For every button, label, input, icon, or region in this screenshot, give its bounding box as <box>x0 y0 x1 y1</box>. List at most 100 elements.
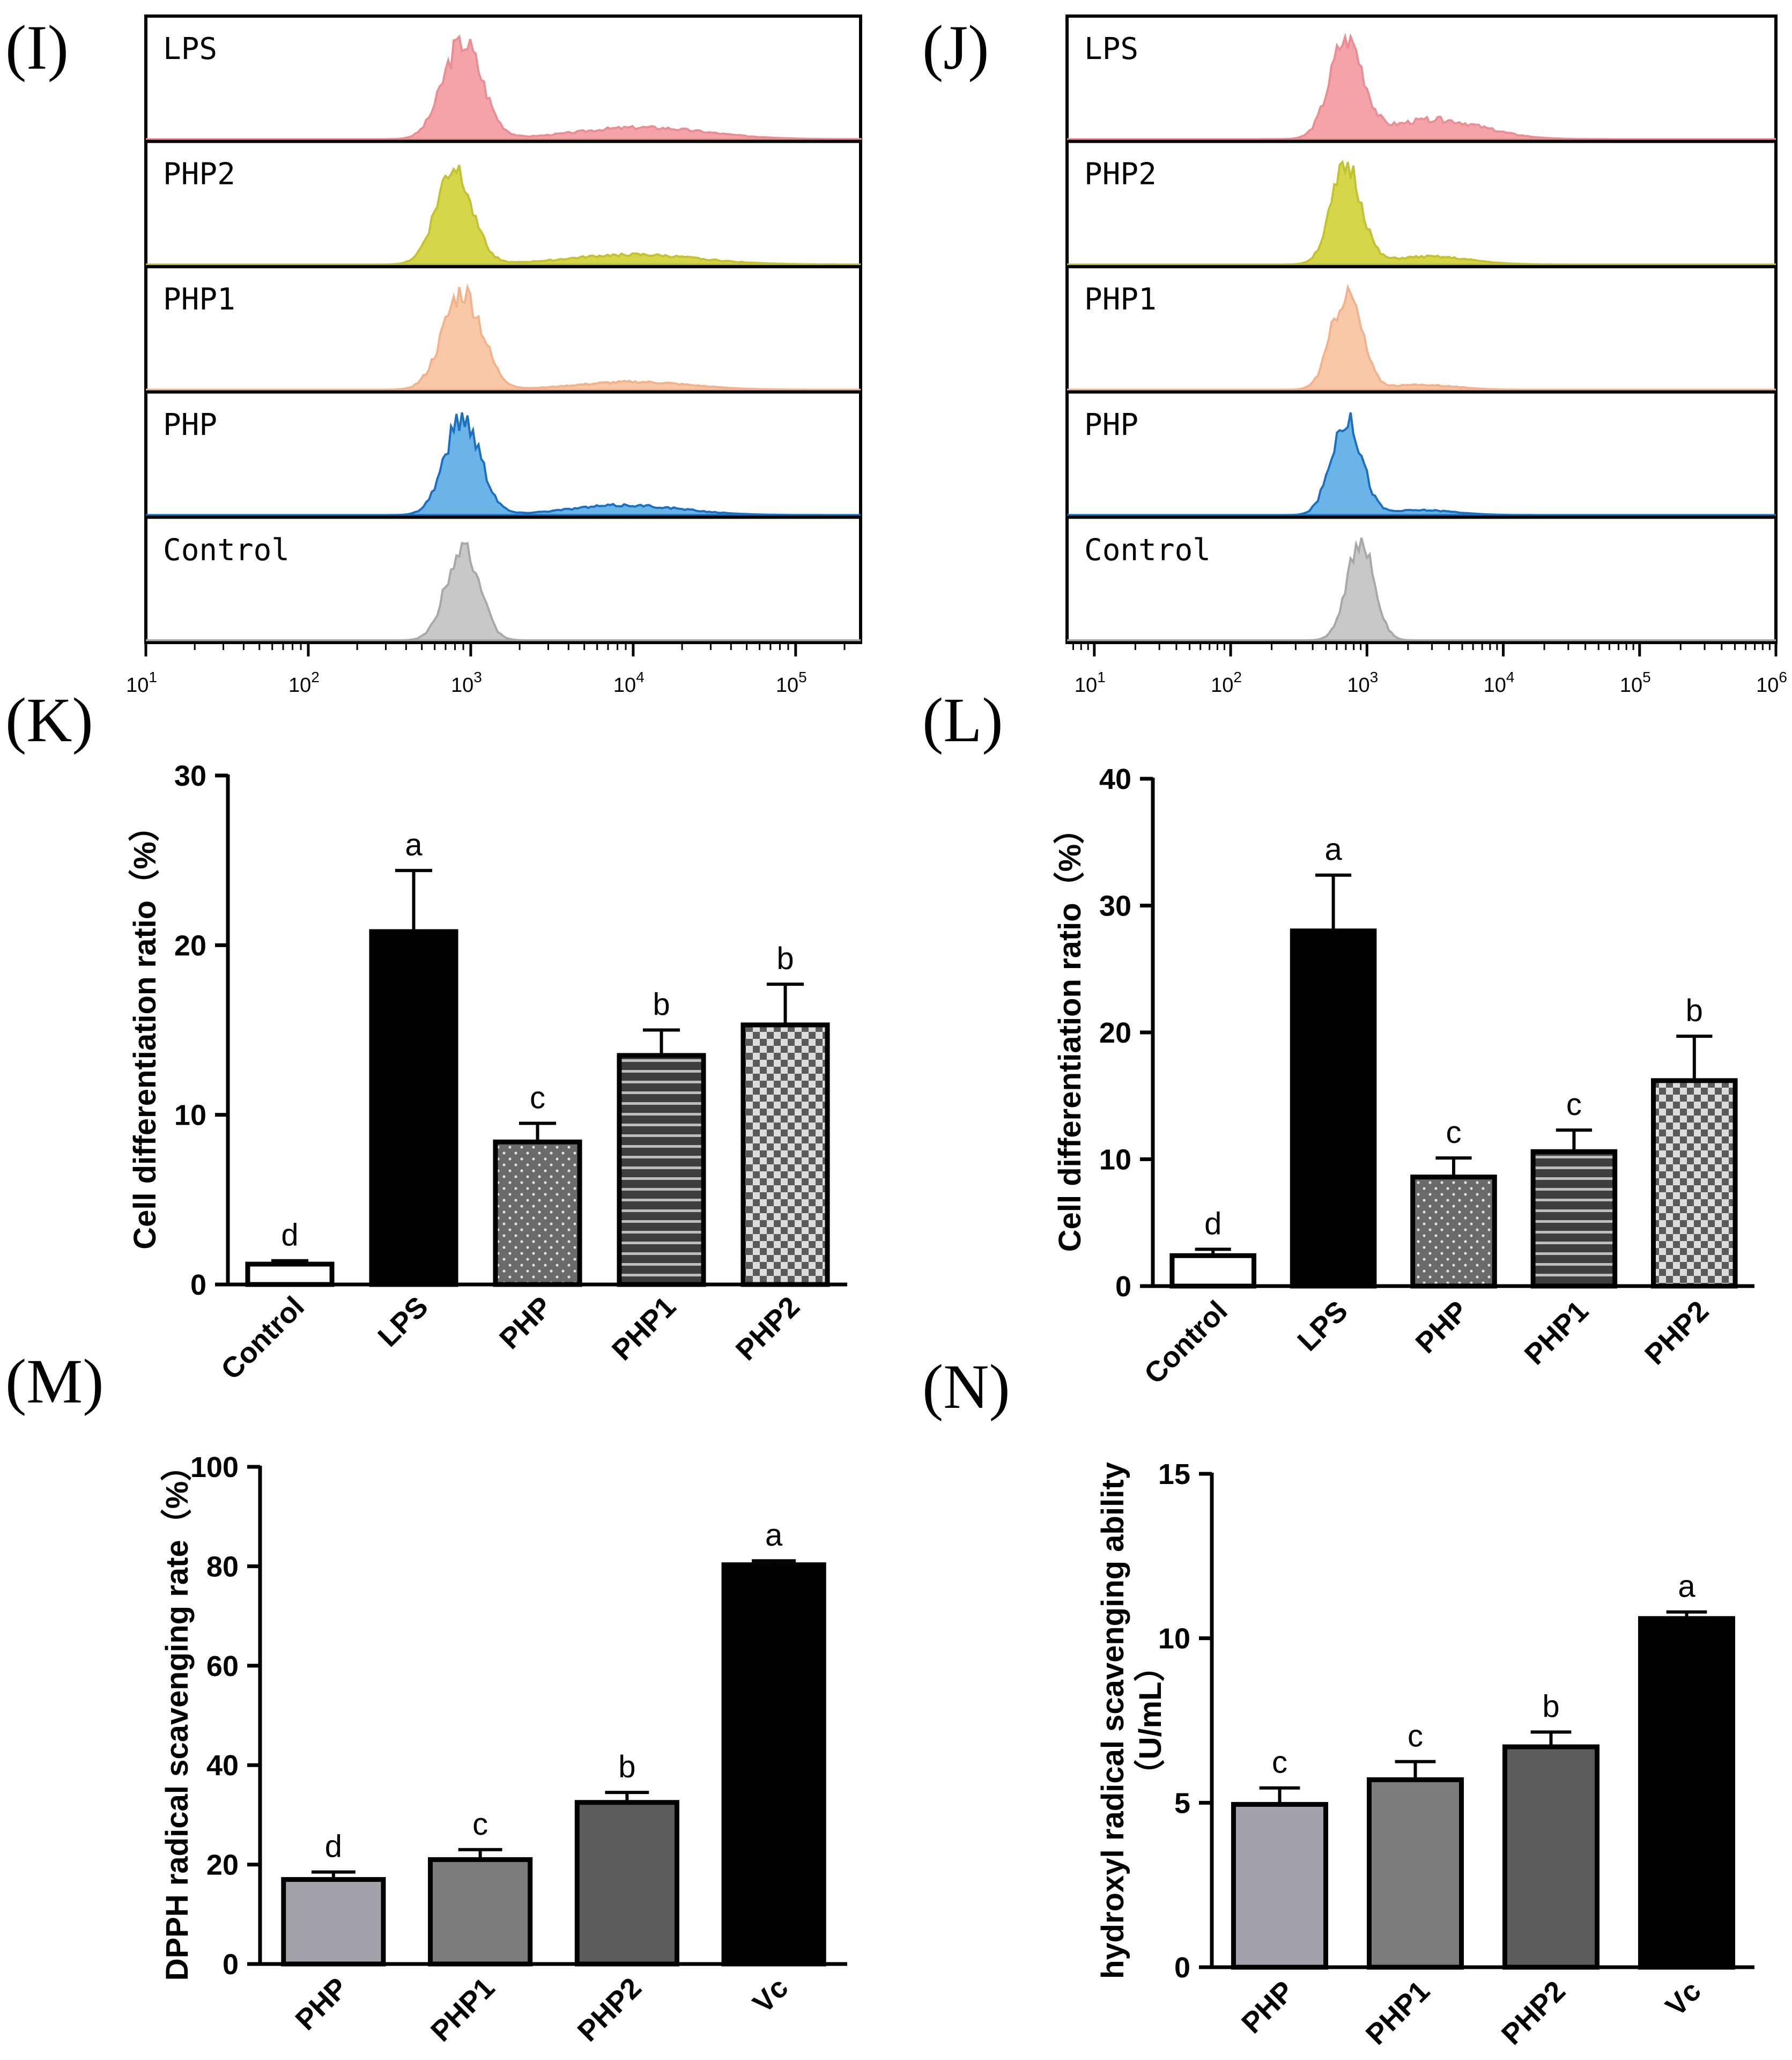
x-category-label: PHP2 <box>572 1972 648 2048</box>
x-category-label: PHP2 <box>730 1290 806 1367</box>
x-category-label: PHP <box>493 1290 558 1355</box>
y-tick-label: 10 <box>1099 1144 1131 1176</box>
x-tick-label: 103 <box>1347 669 1378 697</box>
x-category-label: PHP2 <box>1639 1295 1715 1371</box>
panel-l: (L) 0 10 20 30 40 Cell differentiation ratio（%… <box>922 685 1754 1390</box>
bar-group-php: c PHP <box>493 1080 582 1355</box>
bar <box>1290 928 1377 1289</box>
x-tick-label: 102 <box>288 669 320 697</box>
histogram-curve <box>1067 284 1776 391</box>
histogram-curve <box>146 412 861 516</box>
bar <box>493 1139 582 1287</box>
y-axis-label: hydroxyl radical scavenging ability <box>1095 1462 1130 1979</box>
histogram-x-axis: 101 102 103 104 105 <box>126 641 861 697</box>
y-tick-label: 0 <box>223 1948 239 1981</box>
panel-label: (I) <box>5 12 69 83</box>
bar-group-control: d Control <box>1138 1206 1256 1390</box>
bar <box>721 1562 826 1967</box>
significance-letter: d <box>325 1829 342 1864</box>
panel-label: (K) <box>5 685 93 755</box>
bar <box>741 1022 830 1287</box>
y-axis-label-unit: （U/mL） <box>1133 1650 1168 1790</box>
x-category-label: Control <box>1138 1295 1234 1390</box>
x-category-label: PHP1 <box>425 1972 501 2048</box>
histogram-curve <box>1067 159 1776 266</box>
bar-group-lps: a LPS <box>1290 832 1377 1357</box>
histogram-label: LPS <box>1084 32 1138 67</box>
histogram-frame <box>1065 139 1778 269</box>
panel-n: (N) 0 5 10 15 hydroxyl radical scavenging abi… <box>922 1352 1754 2051</box>
x-category-label: Control <box>215 1290 310 1386</box>
bar <box>1638 1616 1736 1970</box>
panel-label: (N) <box>922 1352 1010 1422</box>
histogram-frame <box>144 265 862 394</box>
significance-letter: b <box>618 1749 635 1784</box>
bar <box>617 1053 706 1287</box>
significance-letter: b <box>653 987 670 1022</box>
significance-letter: a <box>1678 1569 1695 1604</box>
histogram-label: PHP <box>1084 408 1138 442</box>
significance-letter: b <box>1542 1689 1559 1724</box>
x-category-label: LPS <box>372 1290 434 1353</box>
x-category-label: PHP1 <box>1519 1295 1595 1371</box>
y-tick-label: 100 <box>190 1451 239 1483</box>
y-tick-label: 80 <box>206 1550 239 1583</box>
histogram-curve <box>1067 537 1776 641</box>
x-tick-label: 104 <box>1484 669 1515 697</box>
significance-letter: c <box>472 1807 488 1842</box>
y-tick-label: 60 <box>206 1650 239 1682</box>
significance-letter: b <box>776 941 794 976</box>
x-category-label: PHP1 <box>606 1290 682 1367</box>
histogram-x-axis: 101 102 103 104 105 106 <box>1067 641 1787 697</box>
bar-group-php1: b PHP1 <box>606 987 706 1367</box>
y-tick-label: 15 <box>1158 1458 1190 1490</box>
bar-group-php2: b PHP2 <box>1495 1689 1600 2051</box>
histogram-frame <box>1065 515 1778 645</box>
x-category-label: Vc <box>1660 1975 1707 2022</box>
histogram-row-lps: LPS <box>1065 14 1778 143</box>
bar <box>1169 1253 1256 1289</box>
bar-group-php1: c PHP1 <box>1519 1087 1618 1371</box>
y-tick-label: 30 <box>174 760 206 792</box>
bar <box>1651 1078 1738 1289</box>
y-tick-label: 40 <box>206 1749 239 1782</box>
panel-k: (K) 0 10 20 30 Cell differentiation ratio（%） d… <box>5 685 847 1386</box>
histogram-label: PHP1 <box>163 282 235 317</box>
bar <box>1530 1149 1618 1289</box>
bar <box>369 929 458 1287</box>
y-tick-label: 20 <box>174 929 206 962</box>
significance-letter: c <box>1408 1719 1423 1754</box>
bar-group-php1: c PHP1 <box>425 1807 533 2048</box>
panel-i: (I) LPS PHP2 PHP1 PHP Control 101 102 103 104 105 <box>5 12 862 697</box>
bar-group-php1: c PHP1 <box>1360 1719 1464 2051</box>
y-tick-label: 0 <box>1174 1952 1190 1984</box>
y-axis-label: Cell differentiation ratio（%） <box>128 810 162 1250</box>
significance-letter: d <box>1204 1206 1221 1241</box>
histogram-curve <box>146 283 861 391</box>
y-tick-label: 5 <box>1174 1787 1190 1819</box>
y-tick-label: 0 <box>190 1269 206 1301</box>
bar <box>1231 1801 1329 1970</box>
bar-group-php: c PHP <box>1231 1745 1329 2040</box>
histogram-row-php1: PHP1 <box>144 265 862 394</box>
y-tick-label: 10 <box>174 1099 206 1132</box>
histogram-frame <box>1065 265 1778 394</box>
significance-letter: c <box>1272 1745 1287 1780</box>
histogram-row-php: PHP <box>1065 390 1778 519</box>
x-category-label: LPS <box>1291 1295 1354 1357</box>
x-tick-label: 102 <box>1211 669 1242 697</box>
significance-letter: a <box>1324 832 1342 867</box>
histogram-row-php2: PHP2 <box>1065 139 1778 269</box>
x-category-label: Vc <box>746 1972 794 2019</box>
histogram-curve <box>146 542 861 641</box>
histogram-frame <box>144 139 862 269</box>
bar <box>245 1261 335 1287</box>
significance-letter: c <box>1446 1115 1462 1150</box>
histogram-row-php2: PHP2 <box>144 139 862 269</box>
panel-label: (M) <box>5 1346 104 1416</box>
y-tick-label: 30 <box>1099 890 1131 922</box>
y-tick-label: 20 <box>206 1849 239 1881</box>
x-category-label: PHP <box>1410 1295 1475 1360</box>
histogram-row-control: Control <box>1065 515 1778 645</box>
histogram-label: Control <box>1084 533 1211 567</box>
